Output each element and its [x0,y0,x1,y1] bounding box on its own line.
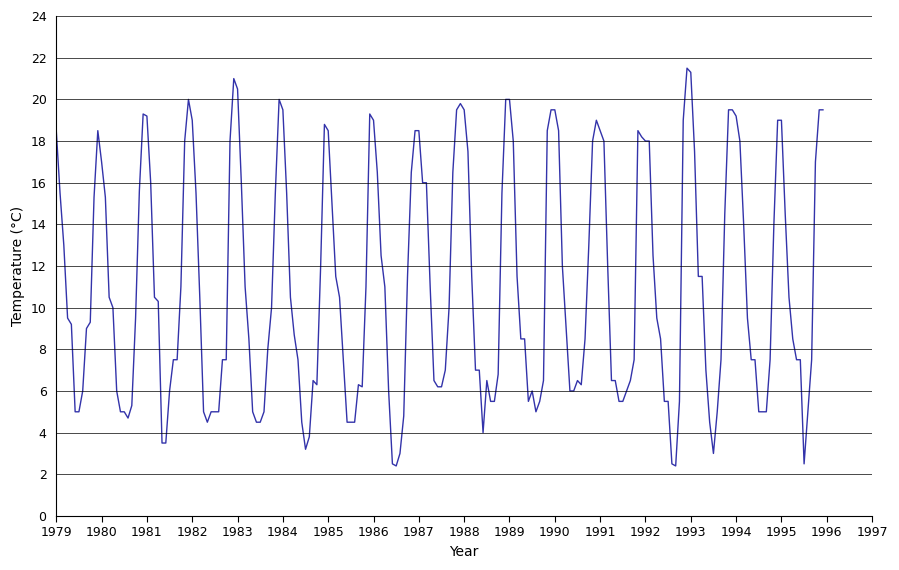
Y-axis label: Temperature (°C): Temperature (°C) [11,206,25,326]
X-axis label: Year: Year [450,545,479,559]
